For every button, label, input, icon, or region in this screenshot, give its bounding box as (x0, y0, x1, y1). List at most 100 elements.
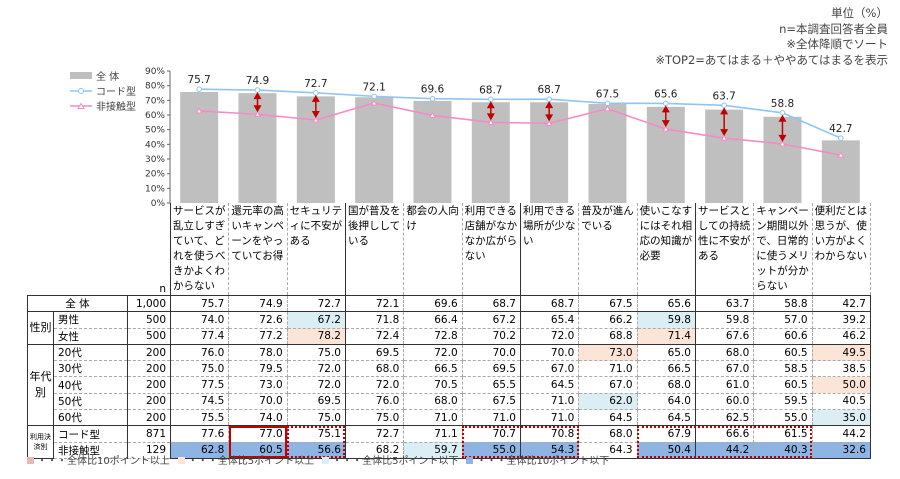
table-cell: 70.5 (403, 376, 463, 394)
bar-value-label: 63.7 (712, 90, 735, 102)
table-cell: 64.5 (519, 376, 580, 394)
table-cell: 64.0 (636, 392, 696, 411)
legend-total-label: 全 体 (96, 72, 120, 83)
table-cell: 72.0 (286, 360, 346, 378)
category-header: 利用できる場所が少ない (519, 203, 580, 296)
arrow-down-icon (720, 129, 729, 137)
table-cell: 64.5 (578, 409, 638, 427)
table-cell: 67.5 (461, 392, 521, 411)
table-cell: 70.0 (519, 343, 580, 362)
table-cell: 74.0 (169, 311, 230, 329)
category-header: サービスとしての持続性に不安がある (694, 203, 755, 296)
table-cell: 71.0 (461, 409, 521, 427)
arrow-up-icon (661, 105, 670, 113)
table-cell: 66.6 (694, 425, 755, 443)
table-cell: 69.5 (344, 343, 405, 362)
table-cell: 68.0 (578, 425, 638, 443)
table-cell: 69.5 (286, 392, 346, 411)
contactless-line (199, 102, 841, 156)
note-n: n=本調査回答者全員 (779, 21, 888, 36)
row-n: 200 (127, 392, 171, 411)
category-header: 使いこなすにはそれ相応の知識が必要 (636, 203, 696, 296)
data-table: n サービスが乱立しすぎていて、どれを使うべきかよくわからない 還元率の高いキャンペ… (27, 203, 871, 459)
bar-swatch-icon (70, 72, 92, 79)
y-tick-label: 50% (145, 126, 165, 136)
category-header: キャンペーン期間以外で、日常的に使うメリットが分からない (753, 203, 813, 296)
table-cell: 68.0 (403, 392, 463, 411)
bar-value-label: 75.7 (187, 74, 210, 86)
table-cell: 40.5 (811, 392, 871, 411)
table-cell: 67.5 (578, 294, 638, 313)
table-cell: 75.7 (169, 294, 230, 313)
bar-value-label: 72.7 (304, 78, 327, 90)
arrow-up-icon (778, 114, 787, 122)
code-point (663, 100, 669, 107)
table-row: 年代別 20代 200 76.0 78.0 75.0 69.5 72.0 70.0 70.0 73.… (27, 343, 871, 427)
bar-value-label: 42.7 (829, 123, 852, 135)
table-cell: 72.0 (344, 376, 405, 394)
table-cell: 72.0 (519, 327, 580, 345)
table-cell: 77.0 (228, 425, 288, 443)
arrow-down-icon (545, 114, 554, 122)
table-row: 非接触型 129 62.8 60.5 56.6 68.2 59.7 55.0 54.3 64.3 5… (28, 441, 871, 459)
color-key: ・・・全体比10ポイント以上 ・・・全体比5ポイント以上 ・・・全体比5ポイント… (27, 452, 609, 467)
table-cell: 44.2 (694, 441, 755, 459)
table-cell: 40.3 (753, 441, 813, 459)
table-row: 30代 200 75.0 79.5 72.0 68.0 66.5 69.5 67.0 71.0 66… (28, 360, 871, 378)
table-cell: 75.0 (169, 360, 230, 378)
row-n: 871 (127, 425, 171, 443)
table-cell: 72.7 (344, 425, 405, 443)
code-point (254, 87, 261, 93)
table-cell: 72.7 (286, 294, 346, 313)
table-row: 40代 200 77.5 73.0 72.0 72.0 70.5 65.5 64.5 67.0 68… (28, 376, 871, 394)
table-row: 50代 200 74.5 70.0 69.5 76.0 68.0 67.5 71.0 62.0 64… (28, 392, 871, 411)
table-cell: 72.8 (403, 327, 463, 345)
y-tick-label: 60% (145, 111, 165, 121)
contactless-point (779, 140, 786, 147)
bar-line-chart: 0%10%20%30%40%50%60%70%80%90%75.7 74.9 72.… (145, 67, 860, 209)
table-cell: 60.6 (753, 327, 813, 345)
table-cell: 77.6 (169, 425, 230, 443)
code-point (488, 96, 494, 103)
row-n: 200 (127, 409, 171, 427)
table-cell: 68.0 (344, 360, 405, 378)
table-cell: 67.0 (519, 360, 580, 378)
table-cell: 61.0 (694, 376, 755, 394)
table-cell: 49.5 (811, 343, 871, 362)
bar-value-label: 67.5 (596, 88, 619, 100)
key-minus10-label: ・・・全体比10ポイント以下 (476, 456, 610, 467)
key-plus10: ・・・全体比10ポイント以上 (27, 452, 170, 467)
table-cell: 67.6 (694, 327, 755, 345)
table-cell: 76.0 (344, 392, 405, 411)
table-row: 60代 200 75.5 74.0 75.0 75.0 71.0 71.0 71.0 64.5 64… (28, 409, 871, 427)
row-n: 500 (127, 311, 171, 329)
table-cell: 67.9 (636, 425, 696, 443)
blue-line-swatch-icon (70, 87, 92, 94)
table-cell: 55.0 (461, 441, 521, 459)
table-cell: 63.7 (694, 294, 755, 313)
category-header: サービスが乱立しすぎていて、どれを使うべきかよくわからない (169, 203, 230, 296)
table-cell: 77.2 (228, 327, 288, 345)
table-cell: 72.4 (344, 327, 405, 345)
table-row: 全 体 1,000 75.7 74.9 72.7 72.1 69.6 68.7 68.7 67.5… (27, 294, 871, 313)
table-cell: 75.5 (169, 409, 230, 427)
legend-code: コード型 (70, 83, 136, 98)
bar-value-label: 68.7 (537, 84, 560, 96)
table-cell: 66.5 (636, 360, 696, 378)
table-cell: 50.4 (636, 441, 696, 459)
y-tick-label: 10% (145, 184, 165, 194)
contactless-point (487, 118, 495, 125)
table-cell: 74.5 (169, 392, 230, 411)
key-minus5-label: ・・・全体比5ポイント以下 (332, 456, 459, 467)
bar-value-label: 65.6 (654, 88, 678, 100)
table-cell: 75.0 (344, 409, 405, 427)
code-line (199, 88, 842, 139)
table-cell: 72.6 (228, 311, 288, 329)
table-row: 利用決済別 コード型 871 77.6 77.0 75.1 72.7 71.1 70.7 70.8… (27, 425, 871, 459)
table-cell: 65.5 (461, 376, 521, 394)
table-cell: 64.3 (578, 441, 638, 459)
arrow-down-icon (486, 113, 495, 121)
table-cell: 38.5 (811, 360, 871, 378)
table-cell: 74.0 (228, 409, 288, 427)
table-cell: 32.6 (811, 441, 871, 459)
